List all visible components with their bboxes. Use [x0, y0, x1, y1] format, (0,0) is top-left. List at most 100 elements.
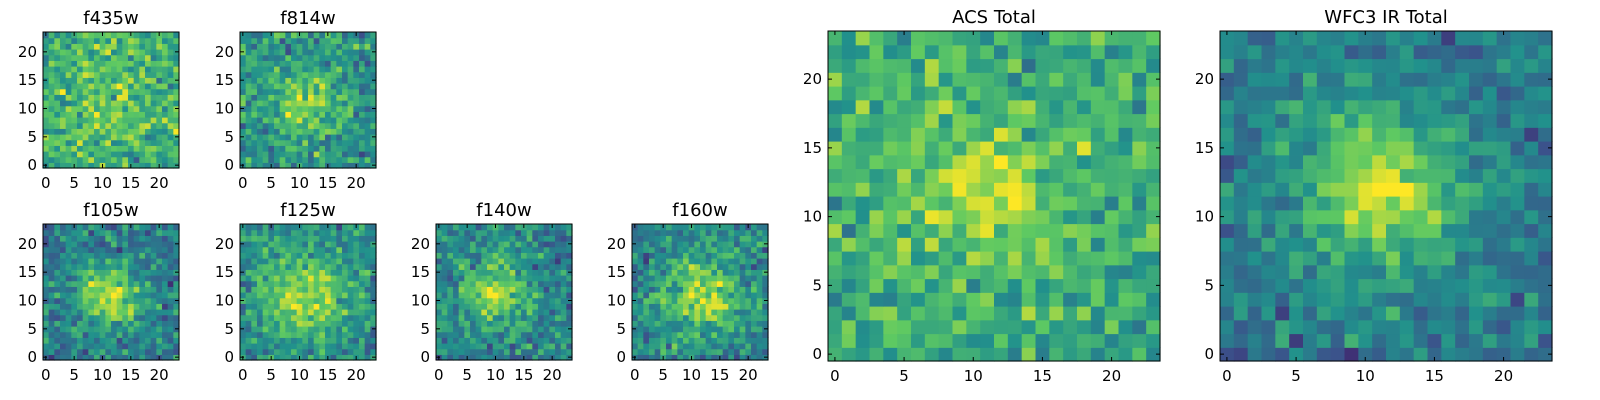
heatmap-cell	[504, 303, 511, 310]
heatmap-cell	[111, 229, 118, 236]
heatmap-cell	[342, 105, 349, 112]
heatmap-cell	[71, 320, 78, 327]
heatmap-cell	[911, 333, 926, 348]
heatmap-cell	[43, 128, 50, 135]
heatmap-cell	[509, 286, 516, 293]
heatmap-cell	[532, 292, 539, 299]
heatmap-cell	[705, 326, 712, 333]
heatmap-cell	[705, 275, 712, 282]
heatmap-cell	[302, 241, 309, 248]
heatmap-cell	[911, 306, 926, 321]
heatmap-cell	[1007, 278, 1023, 293]
heatmap-cell	[869, 278, 884, 293]
heatmap-cell	[952, 72, 967, 87]
heatmap-cell	[173, 235, 180, 242]
heatmap-cell	[364, 337, 371, 344]
heatmap-cell	[1524, 141, 1539, 156]
heatmap-cell	[1372, 333, 1387, 348]
heatmap-cell	[654, 269, 661, 276]
heatmap-cell	[313, 286, 320, 293]
heatmap-cell	[492, 235, 499, 242]
heatmap-cell	[453, 337, 460, 344]
heatmap-cell	[1118, 278, 1133, 293]
heatmap-cell	[739, 280, 746, 287]
heatmap-cell	[308, 246, 315, 253]
heatmap-cell	[145, 105, 152, 112]
heatmap-cell	[364, 331, 371, 338]
heatmap-cell	[1049, 44, 1064, 60]
heatmap-cell	[150, 224, 157, 231]
heatmap-cell	[342, 337, 349, 344]
heatmap-cell	[1413, 99, 1429, 115]
heatmap-cell	[1455, 99, 1470, 115]
x-tick-label: 20	[347, 174, 366, 192]
heatmap-cell	[262, 66, 269, 73]
heatmap-cell	[156, 235, 163, 242]
heatmap-cell	[470, 263, 477, 270]
heatmap-cell	[1413, 209, 1429, 225]
heatmap-cell	[145, 60, 152, 67]
heatmap-cell	[240, 337, 247, 344]
heatmap-cell	[632, 331, 639, 338]
heatmap-cell	[855, 99, 871, 115]
heatmap-cell	[481, 354, 488, 361]
heatmap-cell	[1090, 113, 1106, 128]
heatmap-cell	[677, 320, 684, 327]
heatmap-cell	[739, 224, 746, 231]
heatmap-cell	[291, 258, 298, 265]
heatmap-cell	[632, 263, 639, 270]
heatmap-cell	[60, 139, 67, 146]
heatmap-cell	[745, 343, 752, 350]
heatmap-cell	[54, 54, 61, 61]
heatmap-cell	[1455, 127, 1470, 142]
heatmap-cell	[296, 83, 303, 90]
y-tick-label: 20	[18, 43, 37, 61]
heatmap-cell	[705, 354, 712, 361]
heatmap-cell	[330, 286, 337, 293]
heatmap-cell	[694, 224, 701, 231]
heatmap-cell	[347, 303, 354, 310]
heatmap-cell	[751, 246, 758, 253]
heatmap-cell	[498, 303, 505, 310]
heatmap-cell	[279, 77, 286, 84]
heatmap-cell	[313, 224, 320, 231]
heatmap-cell	[139, 337, 146, 344]
heatmap-cell	[342, 229, 349, 236]
heatmap-cell	[1413, 31, 1429, 46]
heatmap-cell	[728, 292, 735, 299]
heatmap-cell	[1289, 168, 1304, 183]
heatmap-cell	[677, 252, 684, 259]
heatmap-cell	[739, 309, 746, 316]
heatmap-cell	[492, 258, 499, 265]
heatmap-cell	[99, 77, 106, 84]
heatmap-cell	[1035, 223, 1050, 238]
heatmap-cell	[88, 286, 95, 293]
heatmap-cell	[336, 229, 343, 236]
heatmap-cell	[111, 246, 118, 253]
heatmap-cell	[353, 286, 360, 293]
heatmap-cell	[515, 297, 522, 304]
heatmap-cell	[470, 241, 477, 248]
heatmap-cell	[145, 66, 152, 73]
heatmap-cell	[1261, 209, 1276, 225]
heatmap-cell	[828, 154, 843, 170]
heatmap-cell	[330, 105, 337, 112]
heatmap-cell	[487, 241, 494, 248]
heatmap-cell	[717, 269, 724, 276]
heatmap-cell	[43, 314, 50, 321]
heatmap-cell	[279, 100, 286, 107]
heatmap-cell	[504, 229, 511, 236]
heatmap-cell	[637, 337, 644, 344]
heatmap-cell	[139, 309, 146, 316]
heatmap-cell	[1386, 141, 1401, 156]
heatmap-cell	[122, 303, 129, 310]
heatmap-cell	[128, 145, 135, 152]
heatmap-cell	[1469, 292, 1484, 307]
heatmap-cell	[347, 54, 354, 61]
heatmap-cell	[453, 303, 460, 310]
heatmap-cell	[470, 280, 477, 287]
heatmap-cell	[1469, 251, 1484, 266]
heatmap-cell	[245, 66, 252, 73]
heatmap-cell	[279, 286, 286, 293]
heatmap-cell	[441, 309, 448, 316]
